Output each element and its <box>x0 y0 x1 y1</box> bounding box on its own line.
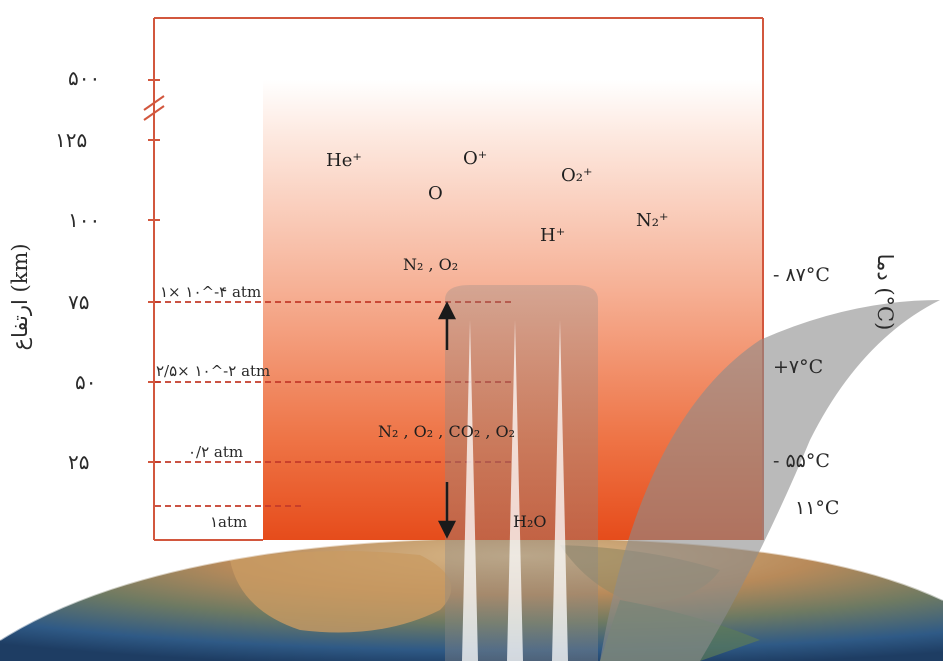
species-n2-plus: N₂⁺ <box>636 210 669 231</box>
pressure-label: ۱atm <box>210 513 248 531</box>
altitude-tick: ۷۵ <box>68 290 90 314</box>
axis-break-mark <box>143 95 165 121</box>
temperature-label: - ۵۵°C <box>773 450 830 472</box>
altitude-tick: ۱۲۵ <box>55 128 88 152</box>
altitude-tick: ۲۵ <box>68 450 90 474</box>
altitude-tick: ۵۰۰ <box>68 66 101 90</box>
altitude-tick: ۱۰۰ <box>68 208 101 232</box>
temperature-label: - ۸۷°C <box>773 264 830 286</box>
temperature-axis-title: دما (°C) <box>873 253 897 331</box>
watermark-logo <box>445 285 940 661</box>
species-h-plus: H⁺ <box>540 225 566 246</box>
species-o2-plus: O₂⁺ <box>561 165 593 186</box>
altitude-tick: ۵۰ <box>75 370 97 394</box>
temperature-label: +۷°C <box>773 356 824 378</box>
pressure-label: ۰/۲ atm <box>188 443 244 461</box>
species-o-plus: O⁺ <box>463 148 488 169</box>
temperature-label: ۱۱°C <box>795 497 840 519</box>
down-arrow <box>437 482 457 539</box>
species-he-plus: He⁺ <box>326 150 362 171</box>
altitude-axis-title: ارتفاع (km) <box>8 243 32 351</box>
species-low: N₂ , O₂ , CO₂ , O₂ <box>378 422 516 441</box>
species-mid: N₂ , O₂ <box>403 255 459 274</box>
up-arrow <box>437 301 457 350</box>
species-surface: H₂O <box>513 512 547 531</box>
species-o: O <box>428 183 443 204</box>
pressure-label: ۲/۵× ۱۰^-۲ atm <box>156 362 271 380</box>
pressure-label: ۱× ۱۰^-۴ atm <box>160 283 262 301</box>
